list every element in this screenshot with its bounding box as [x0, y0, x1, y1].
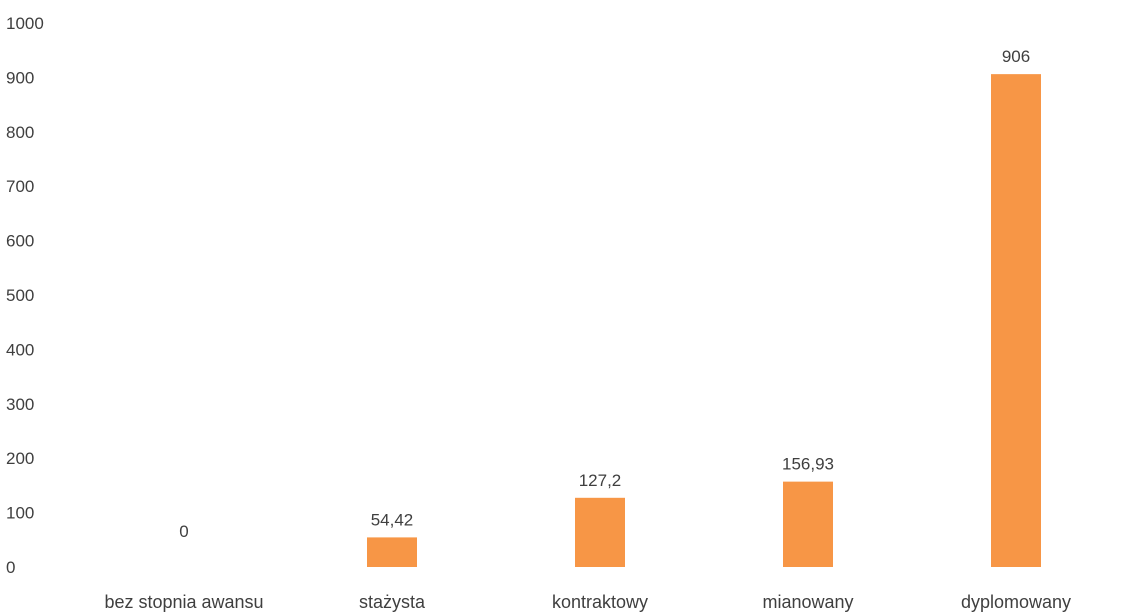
data-label: 54,42: [371, 510, 414, 529]
y-tick-label: 900: [6, 68, 34, 87]
bar: [991, 74, 1041, 568]
bar: [367, 537, 417, 567]
bar: [783, 481, 833, 567]
data-label: 127,2: [579, 471, 622, 490]
y-axis: 0 100 200 300 400 500 600 700 800 900 1000: [6, 14, 44, 577]
y-tick-label: 400: [6, 340, 34, 359]
bar: [575, 497, 625, 567]
bars: [367, 74, 1041, 568]
x-category-label: kontraktowy: [552, 592, 648, 612]
data-label: 906: [1002, 47, 1030, 66]
data-labels: 0 54,42 127,2 156,93 906: [179, 47, 1030, 541]
x-category-label: bez stopnia awansu: [104, 592, 263, 612]
y-tick-label: 0: [6, 558, 15, 577]
x-category-label: mianowany: [762, 592, 853, 612]
y-tick-label: 500: [6, 286, 34, 305]
y-tick-label: 100: [6, 504, 34, 523]
y-tick-label: 800: [6, 123, 34, 142]
x-axis: bez stopnia awansu stażysta kontraktowy mia…: [104, 592, 1071, 612]
y-tick-label: 200: [6, 449, 34, 468]
x-category-label: stażysta: [359, 592, 426, 612]
y-tick-label: 700: [6, 177, 34, 196]
data-label: 156,93: [782, 455, 834, 474]
y-tick-label: 600: [6, 232, 34, 251]
y-tick-label: 300: [6, 395, 34, 414]
y-tick-label: 1000: [6, 14, 44, 33]
x-category-label: dyplomowany: [961, 592, 1071, 612]
data-label: 0: [179, 522, 188, 541]
